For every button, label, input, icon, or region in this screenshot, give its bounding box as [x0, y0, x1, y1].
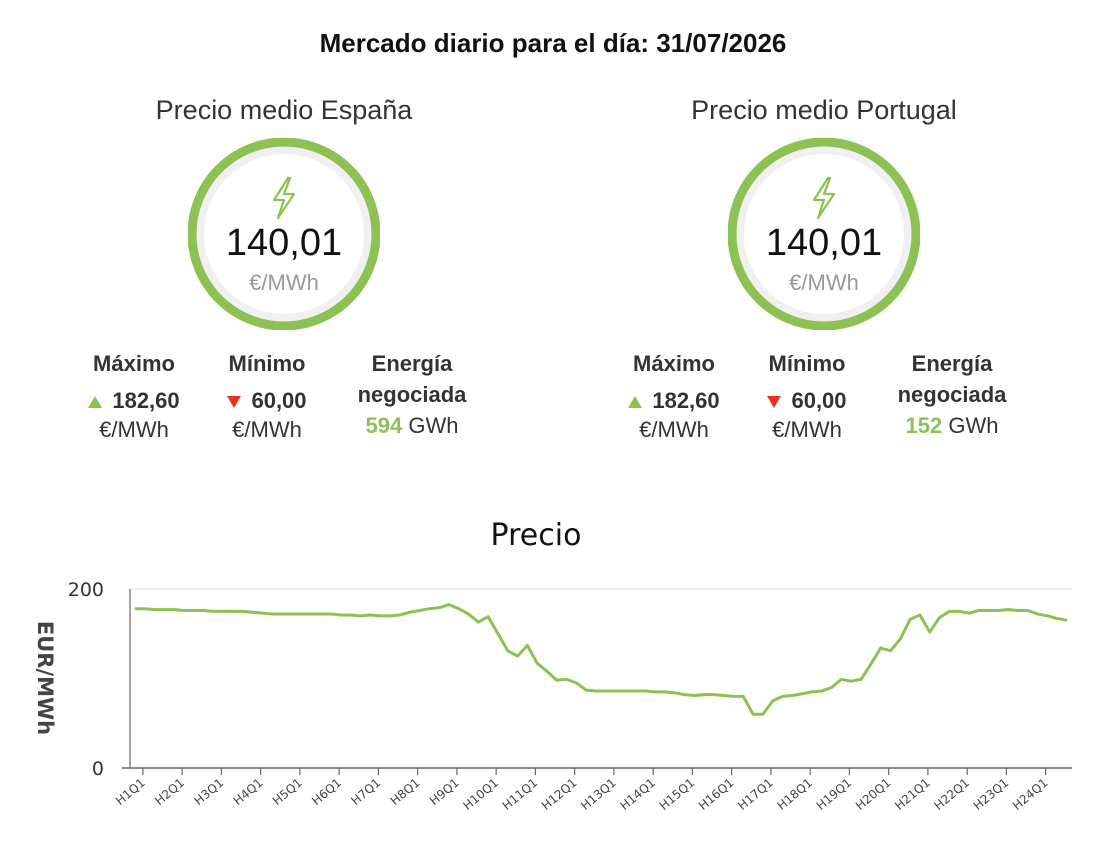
x-tick-label: H13Q1 [578, 776, 619, 813]
gauge [187, 137, 381, 331]
x-tick-label: H7Q1 [348, 776, 383, 808]
bolt-icon [272, 176, 296, 220]
x-tick-label: H8Q1 [388, 776, 423, 808]
card-title: Precio medio España [155, 95, 413, 125]
x-tick-label: H6Q1 [309, 776, 344, 808]
stat-value: 182,60 [652, 388, 720, 413]
y-tick-label: 0 [92, 758, 104, 780]
stat-value: 60,00 [251, 388, 307, 413]
x-tick-label: H24Q1 [1010, 776, 1051, 813]
stat-label: Energía negociada [897, 351, 1007, 407]
stat-unit: GWh [408, 413, 459, 438]
y-axis-label: EUR/MWh [33, 621, 57, 735]
stat: Energía negociada 152 GWh [877, 348, 1027, 442]
stat: Máximo 182,60 €/MWh [59, 348, 209, 446]
x-tick-label: H22Q1 [931, 776, 972, 813]
average-price: 140,01 [765, 222, 883, 264]
stat-value: 60,00 [791, 388, 847, 413]
x-tick-label: H12Q1 [539, 776, 580, 813]
stat-value-row: 60,00 [732, 388, 882, 414]
stat-value: 152 [905, 413, 943, 438]
gauge-outer [727, 137, 921, 331]
stat-label: Máximo [93, 351, 175, 376]
average-price: 140,01 [225, 222, 343, 264]
x-tick-label: H16Q1 [696, 776, 737, 813]
price-line [134, 603, 1068, 716]
x-tick-label: H20Q1 [853, 776, 894, 813]
bolt-icon [812, 176, 836, 220]
page-title: Mercado diario para el día: 31/07/2026 [319, 28, 787, 58]
stat: Mínimo 60,00 €/MWh [732, 348, 882, 446]
x-tick-label: H10Q1 [460, 776, 501, 813]
x-tick-label: H17Q1 [735, 776, 776, 813]
stat: Energía negociada 594 GWh [337, 348, 487, 442]
stat-value-row: 182,60 [599, 388, 749, 414]
stat-unit: €/MWh [232, 417, 302, 442]
up-arrow [88, 396, 103, 409]
stat-value-row: 60,00 [192, 388, 342, 414]
x-tick-label: H5Q1 [270, 776, 305, 808]
average-unit: €/MWh [249, 270, 319, 295]
gauge-outer [187, 137, 381, 331]
gauge-ring [187, 137, 381, 331]
chart: Precio EUR/MWh 0 200 H1Q1 H2Q1 H3Q1 H4Q1 H5Q1 H6Q… [33, 518, 1072, 813]
card-title: Precio medio Portugal [691, 95, 957, 125]
x-tick-label: H15Q1 [657, 776, 698, 813]
stat-value: 182,60 [112, 388, 180, 413]
stat-label: Máximo [633, 351, 715, 376]
stat-label: Energía negociada [357, 351, 467, 407]
stat: Máximo 182,60 €/MWh [599, 348, 749, 446]
x-tick-label: H11Q1 [500, 776, 541, 813]
up-arrow [628, 396, 643, 409]
x-tick-label: H23Q1 [971, 776, 1012, 813]
x-tick-label: H3Q1 [191, 776, 226, 808]
x-tick-label: H2Q1 [152, 776, 187, 808]
gauge [727, 137, 921, 331]
x-tick-label: H1Q1 [113, 776, 148, 808]
price-card: Precio medio Portugal 140,01 €/MWh Máximo 18… [554, 92, 1094, 462]
x-tick-label: H14Q1 [617, 776, 658, 813]
stat-unit: €/MWh [99, 417, 169, 442]
average-unit: €/MWh [789, 270, 859, 295]
stat-label: Mínimo [768, 351, 846, 376]
stat-value-row: 182,60 [59, 388, 209, 414]
down-arrow [227, 396, 242, 409]
stat-unit: GWh [948, 413, 999, 438]
x-tick-label: H21Q1 [892, 776, 933, 813]
stat-unit: €/MWh [639, 417, 709, 442]
y-tick-label: 200 [68, 579, 104, 601]
stat-value-row: 594 GWh [337, 410, 487, 442]
stat-unit: €/MWh [772, 417, 842, 442]
chart-title: Precio [491, 518, 582, 553]
x-tick-label: H9Q1 [427, 776, 462, 808]
down-arrow [767, 396, 782, 409]
price-card: Precio medio España 140,01 €/MWh Máximo 182,… [14, 92, 554, 462]
x-tick-label: H4Q1 [231, 776, 266, 808]
stat-value-row: 152 GWh [877, 410, 1027, 442]
stat: Mínimo 60,00 €/MWh [192, 348, 342, 446]
x-tick-label: H18Q1 [774, 776, 815, 813]
stat-label: Mínimo [228, 351, 306, 376]
gauge-inner [196, 146, 372, 322]
stat-value: 594 [365, 413, 403, 438]
gauge-ring [727, 137, 921, 331]
gauge-inner [736, 146, 912, 322]
x-tick-label: H19Q1 [814, 776, 855, 813]
